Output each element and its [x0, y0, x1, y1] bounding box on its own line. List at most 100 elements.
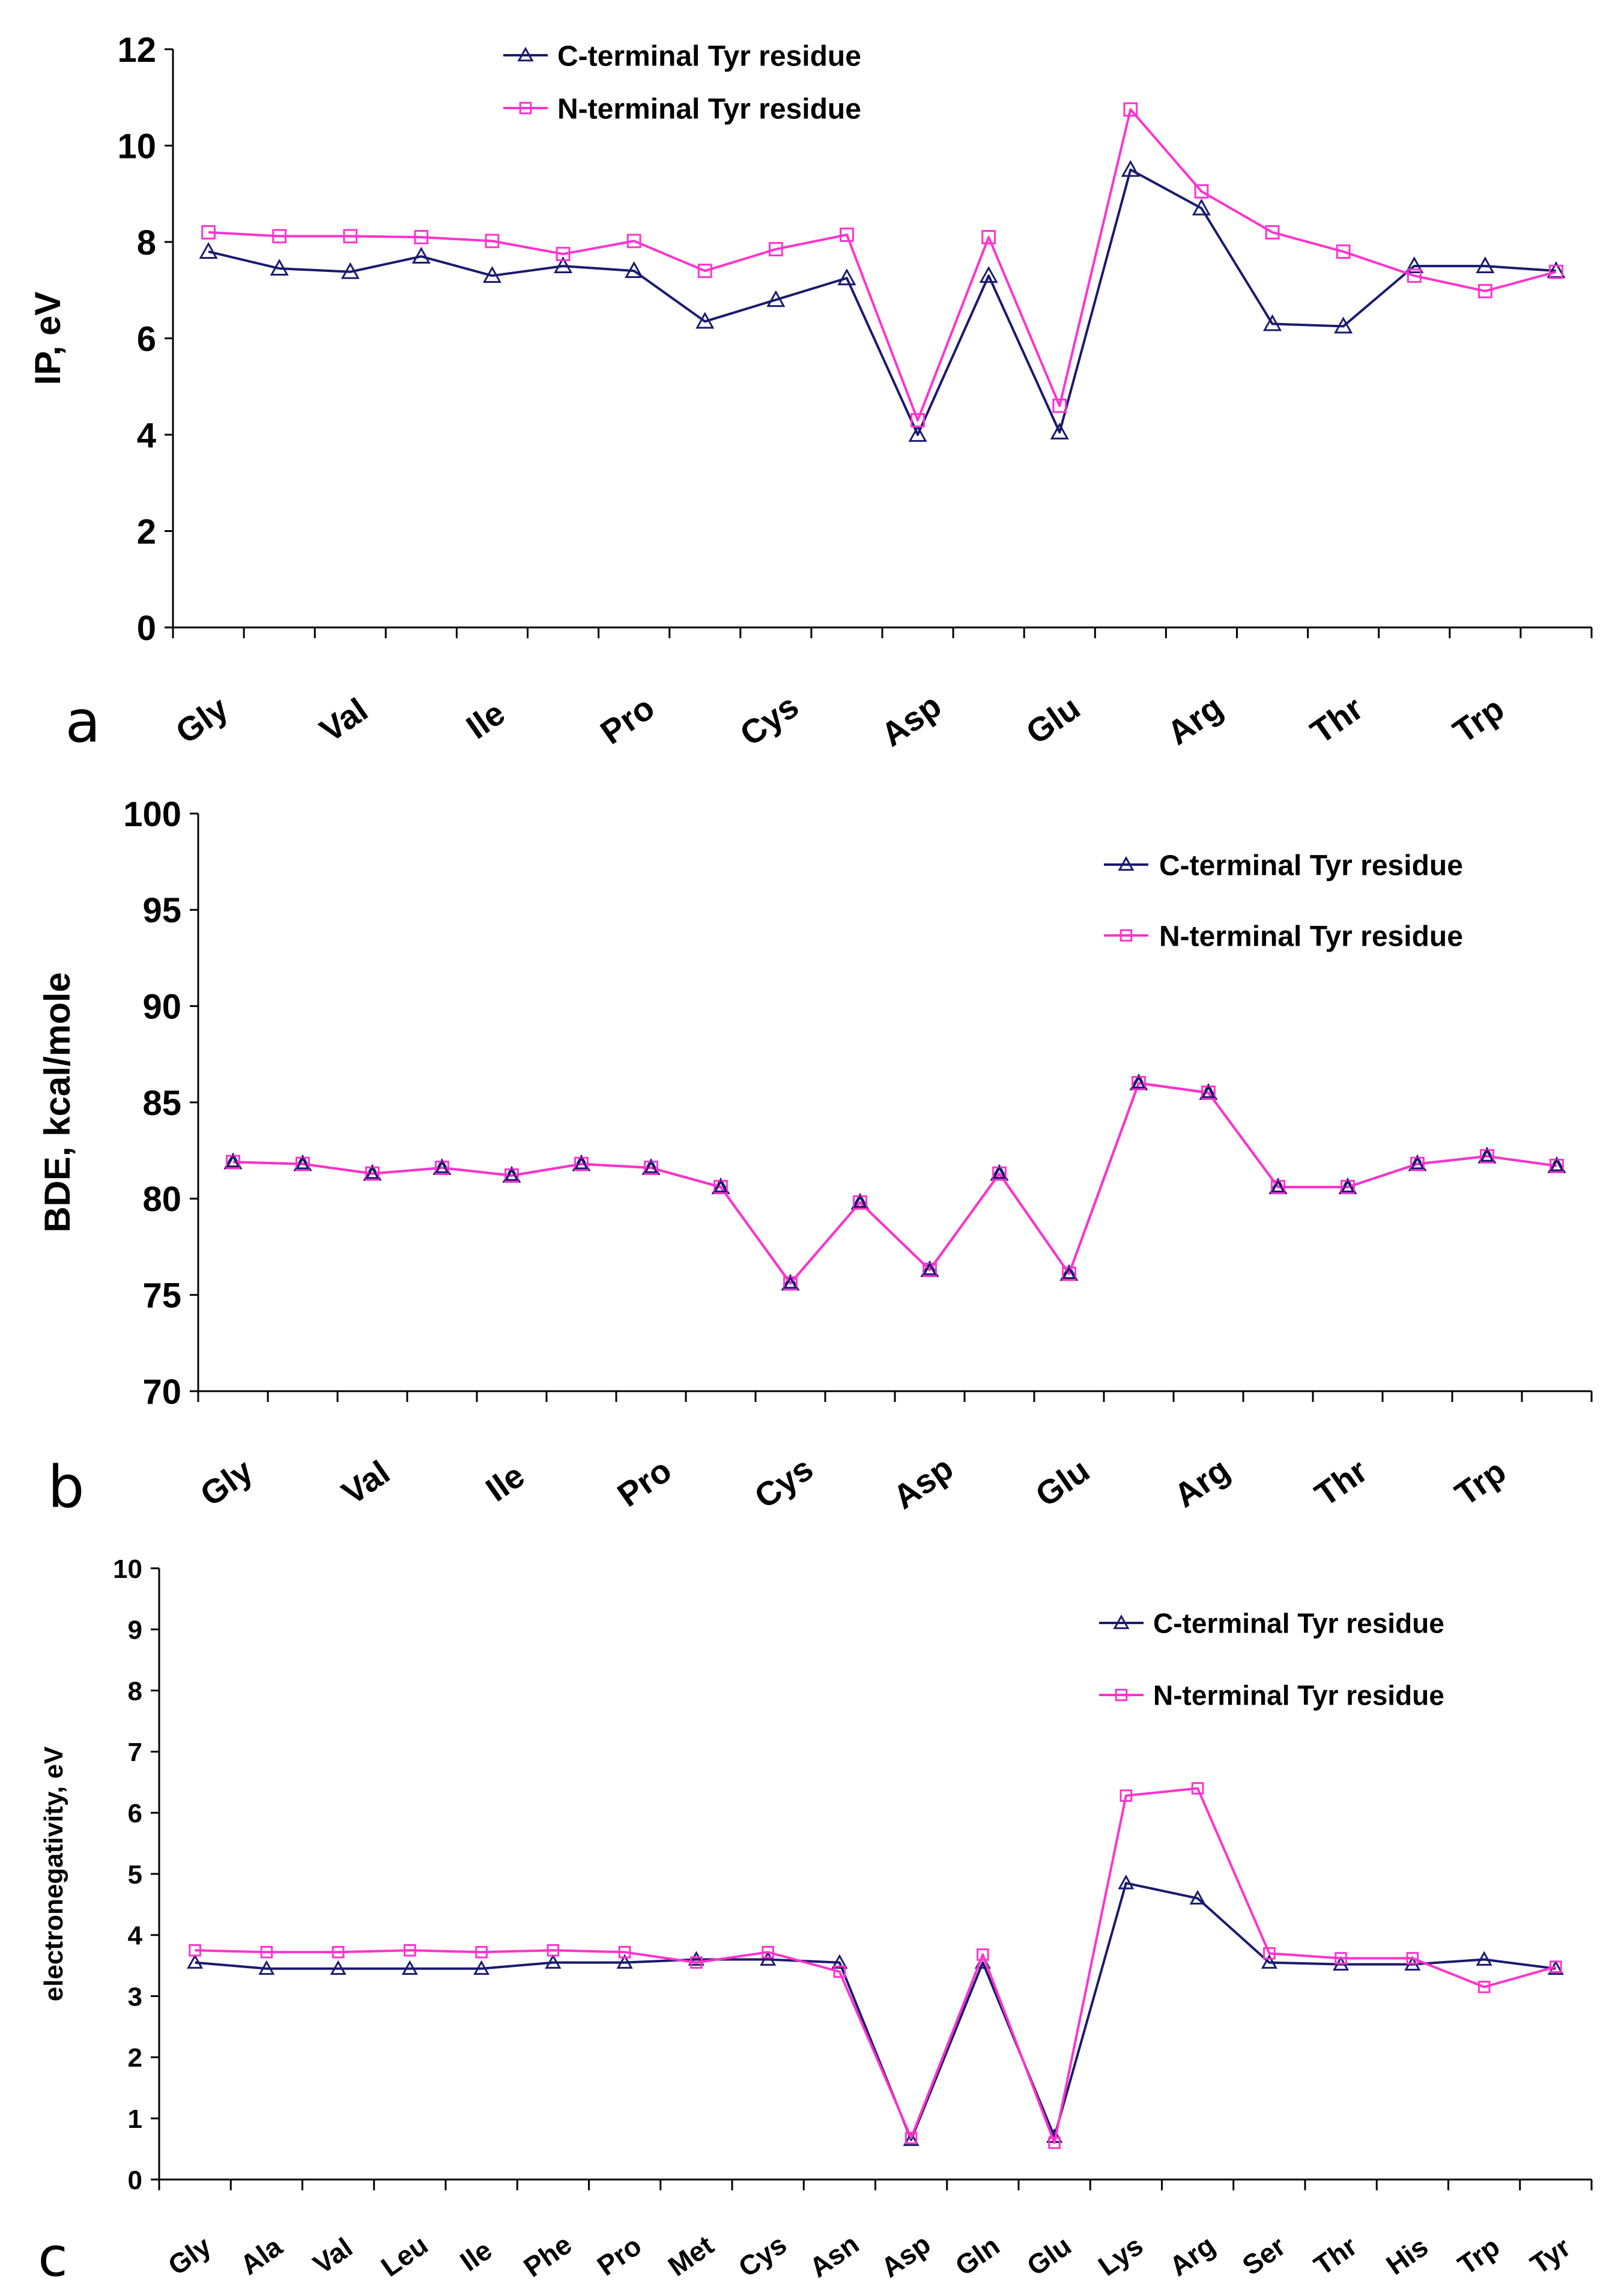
data-point-square — [272, 229, 287, 244]
data-point-square — [1120, 1789, 1133, 1802]
data-point-triangle — [714, 1179, 728, 1192]
data-point-square — [332, 1946, 345, 1959]
x-tick-label: Asp — [886, 1449, 960, 1516]
data-point-triangle — [688, 1951, 704, 1966]
data-point-triangle — [644, 1160, 658, 1173]
data-point-triangle — [616, 1954, 633, 1969]
legend-label: N-terminal Tyr residue — [1153, 1680, 1444, 1711]
panel-letter: a — [65, 688, 101, 755]
data-point-triangle — [903, 2131, 920, 2146]
data-point-square — [547, 1944, 560, 1957]
x-tick-label: Thr — [1308, 1451, 1374, 1513]
data-point-square — [1115, 1688, 1128, 1702]
data-point-triangle — [1547, 261, 1566, 279]
series-line — [232, 1081, 1557, 1285]
x-tick-label: Pro — [593, 688, 661, 751]
data-point-triangle — [923, 1262, 937, 1275]
x-tick-label: Asp — [874, 686, 948, 754]
y-tick-label: 4 — [137, 416, 156, 455]
data-point-square — [833, 1965, 846, 1978]
y-tick-label: 70 — [142, 1373, 181, 1412]
y-tick-label: 4 — [128, 1921, 143, 1951]
data-point-triangle — [365, 1166, 380, 1179]
legend: C-terminal Tyr residue N-terminal Tyr res… — [1104, 850, 1463, 952]
data-point-square — [840, 228, 854, 242]
data-point-triangle — [760, 1951, 777, 1966]
data-point-square — [697, 264, 712, 279]
data-point-square — [910, 413, 925, 427]
y-tick-label: 10 — [117, 127, 156, 166]
x-tick-label: Thr — [1308, 2230, 1363, 2281]
data-point-square — [1477, 283, 1492, 298]
data-point-square — [977, 1948, 989, 1961]
legend-label: C-terminal Tyr residue — [1159, 850, 1463, 881]
x-tick-label: Trp — [1452, 2231, 1505, 2281]
data-point-triangle — [837, 268, 856, 286]
data-point-triangle — [226, 1155, 240, 1168]
data-point-triangle — [1132, 1075, 1146, 1089]
data-point-triangle — [435, 1160, 449, 1173]
data-point-square — [201, 225, 216, 240]
series-n-terminal — [189, 1782, 1562, 2149]
data-point-triangle — [1263, 314, 1282, 331]
x-tick-label: Val — [313, 690, 374, 749]
x-tick-label: Ile — [455, 2234, 498, 2277]
data-point-square — [1336, 244, 1351, 259]
data-point-square — [768, 242, 783, 256]
y-tick-label: 12 — [117, 31, 156, 70]
x-tick-label: Val — [335, 1453, 396, 1512]
data-point-square — [475, 1946, 488, 1959]
legend: C-terminal Tyr residue N-terminal Tyr res… — [503, 40, 861, 125]
data-point-triangle — [1405, 256, 1424, 274]
x-tick-label: Ile — [459, 693, 512, 746]
y-tick-label: 8 — [128, 1676, 142, 1706]
data-point-square — [1406, 1952, 1419, 1965]
data-point-triangle — [473, 1960, 490, 1975]
data-point-triangle — [1118, 1875, 1135, 1890]
data-point-square — [1549, 264, 1563, 279]
data-point-triangle — [401, 1960, 418, 1975]
y-tick-label: 8 — [137, 223, 156, 262]
legend-label: N-terminal Tyr residue — [1159, 920, 1463, 952]
chart-panel-b: 70 75 80 85 90 95 100 Gly Val Ile Pro Cys Asp Glu Arg T… — [37, 795, 1593, 1521]
x-tick-label: Pro — [611, 1451, 679, 1514]
chart-panel-a: 0 2 4 6 8 10 12 Gly Val Ile Pro Cys Asp Glu Arg Thr Trp I… — [28, 31, 1593, 755]
series-line — [208, 108, 1557, 421]
data-point-triangle — [411, 246, 431, 264]
data-point-square — [404, 1944, 416, 1957]
data-point-triangle — [574, 1156, 589, 1170]
data-point-square — [343, 229, 358, 244]
series-line — [195, 1787, 1556, 2144]
x-tick-label: Thr — [1303, 689, 1369, 751]
x-tick-label: Cys — [733, 687, 805, 754]
y-tick-label: 0 — [137, 609, 156, 648]
y-tick-label: 1 — [128, 2104, 142, 2134]
data-point-square — [1194, 184, 1209, 199]
x-tick-label: Gly — [193, 1451, 259, 1513]
series-line — [208, 168, 1557, 436]
x-tick-label: Gly — [162, 2230, 217, 2281]
series-c-terminal-overlay — [226, 1075, 1564, 1289]
legend-label: C-terminal Tyr residue — [1153, 1608, 1444, 1639]
x-tick-label: His — [1380, 2231, 1433, 2281]
data-point-triangle — [1192, 198, 1211, 216]
y-tick-label: 7 — [128, 1738, 142, 1767]
series-n-terminal — [226, 1076, 1564, 1291]
data-point-square — [556, 247, 571, 261]
series-c-terminal — [187, 1875, 1564, 2146]
data-point-triangle — [504, 1168, 519, 1181]
x-tick-label: Asp — [875, 2228, 936, 2283]
data-point-triangle — [517, 46, 534, 62]
x-tick-label: Arg — [1160, 688, 1229, 752]
y-tick-label: 2 — [137, 512, 156, 551]
data-point-triangle — [545, 1954, 562, 1969]
data-point-triangle — [1550, 1158, 1564, 1171]
y-tick-label: 100 — [123, 795, 181, 834]
data-point-triangle — [1410, 1156, 1425, 1170]
x-tick-label: Lys — [1092, 2229, 1148, 2282]
data-point-triangle — [766, 290, 786, 307]
data-point-triangle — [330, 1960, 347, 1975]
data-point-square — [1335, 1952, 1347, 1965]
data-point-triangle — [1341, 1179, 1355, 1192]
y-tick-label: 85 — [142, 1084, 181, 1123]
